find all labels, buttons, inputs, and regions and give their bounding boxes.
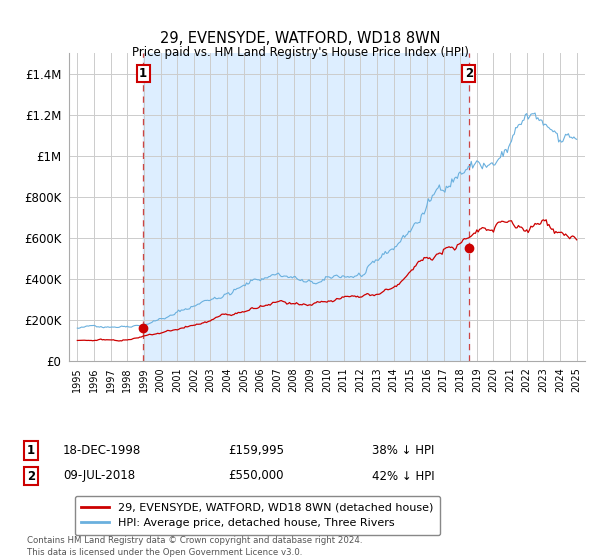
Text: 1: 1 — [27, 444, 35, 458]
Text: £550,000: £550,000 — [228, 469, 284, 483]
Text: 1: 1 — [139, 67, 147, 80]
Text: 09-JUL-2018: 09-JUL-2018 — [63, 469, 135, 483]
Text: 42% ↓ HPI: 42% ↓ HPI — [372, 469, 434, 483]
Text: 38% ↓ HPI: 38% ↓ HPI — [372, 444, 434, 458]
Text: 2: 2 — [465, 67, 473, 80]
Text: Contains HM Land Registry data © Crown copyright and database right 2024.
This d: Contains HM Land Registry data © Crown c… — [27, 536, 362, 557]
Text: Price paid vs. HM Land Registry's House Price Index (HPI): Price paid vs. HM Land Registry's House … — [131, 46, 469, 59]
Text: 18-DEC-1998: 18-DEC-1998 — [63, 444, 141, 458]
Text: 29, EVENSYDE, WATFORD, WD18 8WN: 29, EVENSYDE, WATFORD, WD18 8WN — [160, 31, 440, 46]
Bar — [143, 53, 469, 361]
Text: £159,995: £159,995 — [228, 444, 284, 458]
Text: 2: 2 — [27, 469, 35, 483]
Legend: 29, EVENSYDE, WATFORD, WD18 8WN (detached house), HPI: Average price, detached h: 29, EVENSYDE, WATFORD, WD18 8WN (detache… — [74, 496, 440, 535]
